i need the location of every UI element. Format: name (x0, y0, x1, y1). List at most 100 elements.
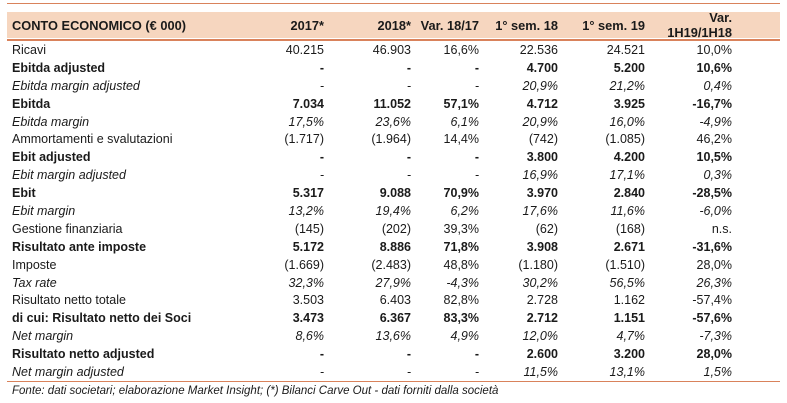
table-row: Net margin adjusted - - - 11,5% 13,1% 1,5% (7, 363, 780, 381)
row-value: 0,4% (703, 78, 733, 93)
row-value: 12,0% (522, 329, 558, 344)
row-value: 13,1% (609, 364, 645, 379)
row-value: 6.403 (379, 293, 411, 308)
table-row: Ebit margin adjusted - - - 16,9% 17,1% 0,3% (7, 166, 780, 184)
row-label: Gestione finanziaria (12, 221, 123, 236)
row-value: - (319, 347, 324, 362)
row-value: -28,5% (692, 186, 732, 201)
row-value: - (319, 60, 324, 75)
row-value: (145) (294, 221, 324, 236)
row-value: 57,1% (443, 96, 479, 111)
table-row: Ebit margin 13,2% 19,4% 6,2% 17,6% 11,6% -6,0% (7, 202, 780, 220)
row-value: 3.800 (526, 150, 558, 165)
header-cell-var-1h19-1h18: Var. 1H19/1H18 (667, 10, 732, 40)
row-value: 11,5% (523, 364, 558, 379)
row-value: 10,6% (696, 60, 732, 75)
row-value: (62) (535, 221, 558, 236)
row-value: -57,6% (692, 311, 732, 326)
row-value: 14,4% (443, 132, 479, 147)
table-row: Ebitda margin adjusted - - - 20,9% 21,2% 0,4% (7, 77, 780, 95)
row-label: Imposte (12, 257, 57, 272)
row-value: 13,2% (288, 203, 324, 218)
row-value: n.s. (711, 221, 732, 236)
row-value: 0,3% (703, 168, 733, 183)
table-row: Risultato netto totale 3.503 6.403 82,8% 2.7… (7, 291, 780, 309)
row-label: Risultato netto adjusted (12, 347, 155, 362)
row-value: 3.970 (526, 186, 558, 201)
row-value: (1.964) (371, 132, 411, 147)
row-value: -6,0% (699, 203, 732, 218)
row-value: - (319, 150, 324, 165)
row-value: 4,9% (450, 329, 480, 344)
row-value: 70,9% (443, 186, 479, 201)
row-value: 3.200 (613, 347, 645, 362)
row-value: 24.521 (606, 42, 645, 57)
row-label: Ebitda adjusted (12, 60, 106, 75)
row-value: 6,2% (450, 203, 480, 218)
table-row: Tax rate 32,3% 27,9% -4,3% 30,2% 56,5% 26,3% (7, 274, 780, 292)
row-value: - (406, 150, 411, 165)
row-value: 30,2% (522, 275, 558, 290)
row-value: - (319, 168, 324, 183)
row-value: 3.503 (292, 293, 324, 308)
row-value: 4,7% (616, 329, 646, 344)
row-value: (202) (381, 221, 411, 236)
row-value: - (474, 168, 479, 183)
table-row: Risultato ante imposte 5.172 8.886 71,8% 3.9… (7, 238, 780, 256)
row-value: 9.088 (379, 186, 411, 201)
source-footnote: Fonte: dati societari; elaborazione Mark… (12, 385, 499, 397)
row-label: Ebitda (12, 96, 51, 111)
row-value: - (474, 150, 479, 165)
row-value: 3.473 (292, 311, 324, 326)
row-value: 5.200 (613, 60, 645, 75)
row-value: (2.483) (371, 257, 411, 272)
row-value: - (319, 364, 324, 379)
row-value: 7.034 (292, 96, 324, 111)
table-row: Ebitda 7.034 11.052 57,1% 4.712 3.925 -16,7% (7, 95, 780, 113)
row-value: 2.600 (526, 347, 558, 362)
row-label: Tax rate (12, 275, 57, 290)
row-value: 5.317 (292, 186, 324, 201)
row-value: 10,5% (696, 150, 732, 165)
row-value: 20,9% (522, 114, 558, 129)
row-value: 4.200 (613, 150, 645, 165)
row-value: 16,9% (522, 168, 558, 183)
row-value: (1.085) (605, 132, 645, 147)
row-label: di cui: Risultato netto dei Soci (12, 311, 192, 326)
row-value: 27,9% (375, 275, 411, 290)
header-cell-title: CONTO ECONOMICO (€ 000) (12, 17, 186, 33)
row-label: Ammortamenti e svalutazioni (12, 132, 173, 147)
row-value: - (406, 78, 411, 93)
row-label: Ricavi (12, 42, 47, 57)
table-header-background (7, 12, 780, 38)
table-row: Ammortamenti e svalutazioni (1.717) (1.964… (7, 130, 780, 148)
row-label: Ebitda margin adjusted (12, 78, 140, 93)
row-value: 17,6% (522, 203, 558, 218)
row-label: Risultato netto totale (12, 293, 126, 308)
row-value: 8,6% (295, 329, 325, 344)
row-value: 17,5% (288, 114, 324, 129)
row-label: Ebitda margin (12, 114, 90, 129)
row-value: 17,1% (609, 168, 645, 183)
header-cell-1h19: 1° sem. 19 (582, 17, 645, 33)
row-label: Ebit (12, 186, 36, 201)
row-value: (1.669) (284, 257, 324, 272)
row-value: - (474, 364, 479, 379)
row-value: 4.712 (526, 96, 558, 111)
row-value: 48,8% (443, 257, 479, 272)
bottom-rule (7, 381, 780, 382)
row-value: -57,4% (692, 293, 732, 308)
row-value: 21,2% (609, 78, 645, 93)
row-value: 23,6% (375, 114, 411, 129)
row-value: 2.840 (613, 186, 645, 201)
row-value: 3.925 (613, 96, 645, 111)
row-value: (742) (528, 132, 558, 147)
row-label: Net margin adjusted (12, 364, 124, 379)
header-rule (7, 39, 780, 41)
row-value: 46.903 (372, 42, 411, 57)
row-value: 11.052 (373, 96, 411, 111)
row-value: -4,9% (699, 114, 732, 129)
row-label: Ebit adjusted (12, 150, 91, 165)
table-row: di cui: Risultato netto dei Soci 3.473 6.3… (7, 309, 780, 327)
row-value: 19,4% (375, 203, 411, 218)
